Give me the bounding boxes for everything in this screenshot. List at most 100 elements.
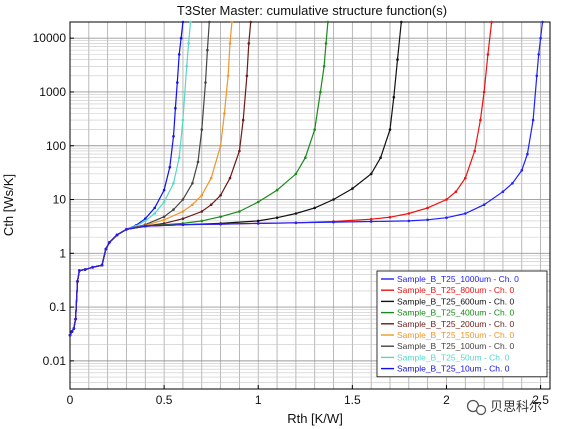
data-point xyxy=(200,210,204,213)
data-point xyxy=(537,53,540,56)
data-point xyxy=(181,198,185,201)
data-point xyxy=(172,135,175,138)
x-tick-label: 2.5 xyxy=(532,393,549,407)
data-point xyxy=(177,53,181,56)
data-point xyxy=(91,266,94,269)
legend-entry: Sample_B_T25_800um - Ch. 0 xyxy=(397,285,514,295)
data-point xyxy=(181,210,185,213)
data-point xyxy=(241,118,245,122)
data-point xyxy=(76,280,79,283)
legend-entry: Sample_B_T25_200um - Ch. 0 xyxy=(397,319,514,329)
y-tick-label: 10 xyxy=(53,193,67,207)
data-point xyxy=(185,65,188,68)
data-point xyxy=(520,169,524,172)
data-point xyxy=(162,215,166,218)
data-point xyxy=(230,20,234,24)
data-point xyxy=(176,81,179,84)
data-point xyxy=(275,216,279,219)
data-point xyxy=(482,90,486,94)
data-point xyxy=(313,128,317,131)
data-point xyxy=(200,128,204,131)
data-point xyxy=(486,53,490,56)
data-point xyxy=(153,206,156,210)
data-point xyxy=(68,333,72,337)
series-5 xyxy=(68,20,234,337)
data-point xyxy=(206,48,209,52)
data-point xyxy=(369,172,373,176)
data-point xyxy=(426,218,429,222)
data-point xyxy=(351,187,354,190)
series-7 xyxy=(68,20,192,337)
data-point xyxy=(256,222,260,225)
data-point xyxy=(172,208,175,211)
plot-frame xyxy=(69,21,551,390)
x-tick-label: 1.5 xyxy=(344,393,361,407)
y-tick-label: 1000 xyxy=(39,85,66,99)
data-point xyxy=(191,203,194,206)
data-point xyxy=(245,74,249,78)
series-line xyxy=(69,21,402,336)
data-point xyxy=(275,188,279,192)
data-point xyxy=(74,317,77,321)
y-tick-label: 10000 xyxy=(33,31,67,45)
data-point xyxy=(482,203,486,206)
data-point xyxy=(181,20,185,24)
data-point xyxy=(208,20,211,24)
legend-entry: Sample_B_T25_10um - Ch. 0 xyxy=(397,364,510,374)
data-point xyxy=(168,165,172,169)
data-point xyxy=(313,206,317,210)
series-line xyxy=(69,21,210,336)
data-point xyxy=(392,95,396,99)
data-point xyxy=(100,263,104,267)
data-point xyxy=(407,212,411,215)
data-point xyxy=(228,42,232,45)
data-point xyxy=(162,200,166,204)
legend-entry: Sample_B_T25_100um - Ch. 0 xyxy=(397,341,514,351)
data-point xyxy=(322,65,326,68)
data-point xyxy=(326,20,330,24)
y-tick-label: 0.1 xyxy=(49,300,66,314)
data-point xyxy=(379,156,382,159)
data-point xyxy=(501,190,505,193)
x-axis-label: Rth [K/W] xyxy=(287,411,343,426)
data-point xyxy=(125,228,128,231)
data-point xyxy=(104,247,108,251)
data-point xyxy=(219,215,222,218)
data-point xyxy=(247,42,251,45)
data-point xyxy=(179,36,183,40)
data-point xyxy=(490,20,493,24)
data-point xyxy=(294,221,298,225)
watermark-text: 贝思科尔 xyxy=(490,400,542,415)
data-point xyxy=(256,219,260,223)
data-point xyxy=(162,188,166,192)
data-point xyxy=(191,182,194,185)
chart-title: T3Ster Master: cumulative structure func… xyxy=(177,3,447,18)
data-point xyxy=(177,156,181,159)
x-tick-label: 0 xyxy=(67,393,74,407)
data-point xyxy=(396,58,399,61)
watermark: 贝思科尔 xyxy=(466,399,542,416)
data-point xyxy=(200,194,204,197)
data-point xyxy=(189,20,192,24)
data-point xyxy=(388,128,392,131)
series-4 xyxy=(68,20,252,337)
data-point xyxy=(249,20,252,24)
axis-ticks: 0 0.5 1 1.5 2 2.5 0.01 0.1 1 10 100 1000 10000 xyxy=(33,31,550,407)
data-point xyxy=(70,330,74,333)
data-point xyxy=(72,327,76,330)
data-point xyxy=(204,81,207,84)
data-point xyxy=(144,217,147,220)
legend-entry: Sample_B_T25_1000um - Ch. 0 xyxy=(397,274,519,284)
data-point xyxy=(535,74,539,78)
legend: Sample_B_T25_1000um - Ch. 0Sample_B_T25_… xyxy=(376,270,548,378)
data-point xyxy=(162,222,166,225)
data-point xyxy=(526,152,529,156)
y-tick-label: 0.01 xyxy=(43,354,67,368)
data-point xyxy=(445,216,448,219)
series-line xyxy=(69,21,544,336)
data-point xyxy=(332,198,335,201)
legend-entry: Sample_B_T25_600um - Ch. 0 xyxy=(397,296,514,306)
data-point xyxy=(332,220,335,224)
data-point xyxy=(238,210,241,213)
data-point xyxy=(226,74,230,78)
